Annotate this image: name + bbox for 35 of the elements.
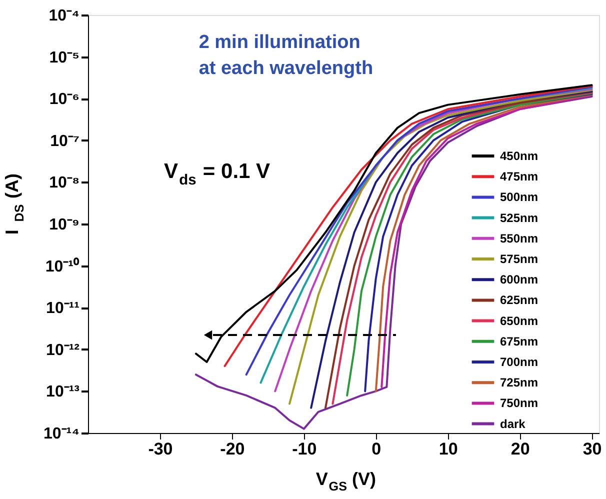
y-tick-label: 10⁻⁸ xyxy=(49,174,80,192)
x-tick-label: -10 xyxy=(292,440,317,458)
y-tick-label: 10⁻¹² xyxy=(46,342,80,359)
legend-label: 600nm xyxy=(500,272,538,287)
legend-label: 550nm xyxy=(500,231,538,246)
y-tick-label: 10⁻¹⁰ xyxy=(45,257,80,276)
y-axis-title: IDS (A) xyxy=(2,174,26,235)
legend-label: 700nm xyxy=(500,355,538,369)
x-tick-label: -20 xyxy=(220,440,245,458)
legend-label: 500nm xyxy=(500,190,538,204)
x-tick-label: 30 xyxy=(582,440,602,458)
x-tick-label: 20 xyxy=(510,440,530,458)
y-tick-label: 10⁻¹³ xyxy=(46,384,80,401)
legend-label: 525nm xyxy=(500,210,538,225)
legend-label: 750nm xyxy=(500,396,538,410)
y-tick-label: 10⁻⁷ xyxy=(50,132,80,150)
line-series xyxy=(194,96,593,430)
y-tick-label: 10⁻⁶ xyxy=(49,91,80,108)
legend-label: dark xyxy=(500,416,526,431)
y-tick-label: 10⁻⁹ xyxy=(49,216,80,234)
x-tick-label: 0 xyxy=(372,440,382,458)
x-tick-label: 10 xyxy=(438,440,458,458)
annotation: 2 min illumination at each wavelength xyxy=(198,32,374,79)
legend-label: 650nm xyxy=(500,314,538,328)
y-tick-label: 10⁻⁵ xyxy=(49,49,80,66)
x-tick-label: -30 xyxy=(148,440,173,458)
legend-label: 675nm xyxy=(500,334,538,348)
legend-label: 725nm xyxy=(500,376,538,390)
y-tick-label: 10⁻¹⁴ xyxy=(43,426,80,442)
legend-label: 475nm xyxy=(500,170,538,184)
legend-label: 625nm xyxy=(500,293,538,308)
legend-label: 575nm xyxy=(500,252,538,266)
legend-label: 450nm xyxy=(500,149,538,163)
y-tick-label: 10⁻¹¹ xyxy=(46,300,80,318)
y-tick-label: 10⁻⁴ xyxy=(48,8,80,24)
